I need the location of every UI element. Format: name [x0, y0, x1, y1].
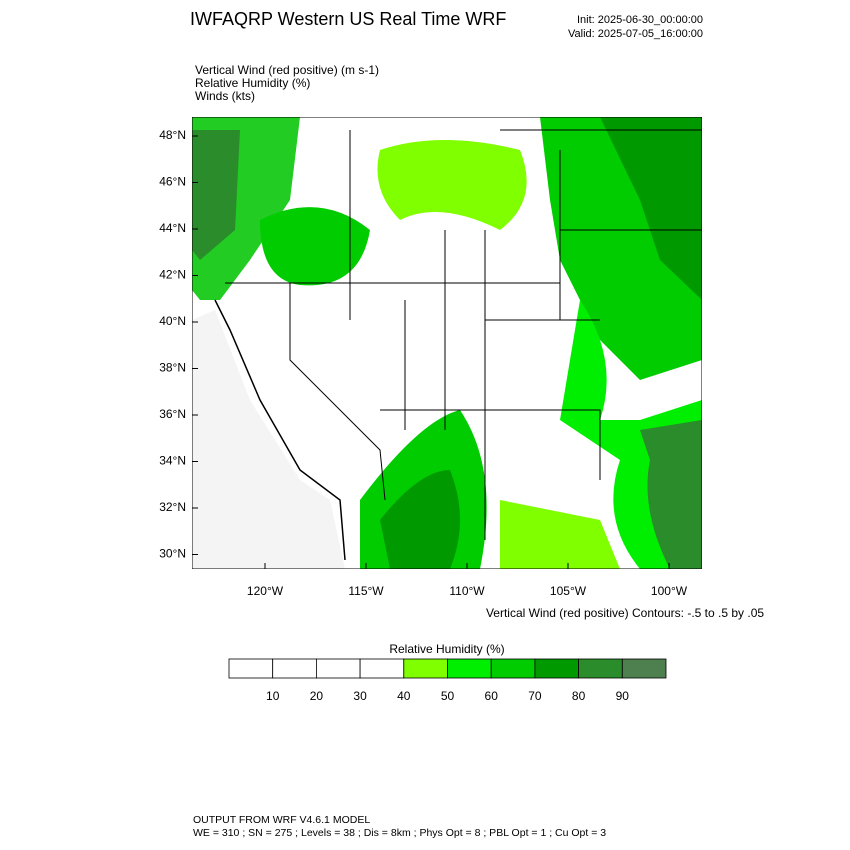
field-label: Relative Humidity (%)	[195, 76, 310, 90]
field-label: Vertical Wind (red positive) (m s-1)	[195, 63, 379, 77]
footer-line: OUTPUT FROM WRF V4.6.1 MODEL	[193, 814, 370, 826]
colorbar-box	[534, 658, 580, 679]
lat-label: 48°N	[159, 128, 186, 142]
lat-label: 30°N	[159, 547, 186, 561]
lat-label: 36°N	[159, 407, 186, 421]
lat-label: 32°N	[159, 500, 186, 514]
colorbar-box	[447, 658, 492, 679]
colorbar-label: 10	[266, 689, 280, 703]
colorbar-label: 90	[616, 689, 630, 703]
colorbar-box	[228, 658, 274, 679]
colorbar-box	[621, 658, 667, 679]
contour-note: Vertical Wind (red positive) Contours: -…	[486, 606, 764, 620]
lon-label: 120°W	[247, 584, 284, 598]
colorbar-label: 60	[485, 689, 499, 703]
lat-label: 34°N	[159, 454, 186, 468]
lat-label: 42°N	[159, 268, 186, 282]
colorbar-box	[315, 658, 361, 679]
lon-label: 110°W	[449, 584, 485, 598]
lat-label: 40°N	[159, 314, 186, 328]
lon-label: 115°W	[348, 584, 384, 598]
colorbar-title: Relative Humidity (%)	[389, 642, 504, 656]
colorbar-box	[359, 658, 405, 679]
valid-time: Valid: 2025-07-05_16:00:00	[568, 28, 703, 40]
map	[192, 117, 702, 569]
lat-label: 44°N	[159, 221, 186, 235]
colorbar-label: 50	[441, 689, 455, 703]
lon-label: 100°W	[651, 584, 688, 598]
colorbar-label: 80	[572, 689, 586, 703]
colorbar-label: 70	[528, 689, 542, 703]
lon-label: 105°W	[550, 584, 587, 598]
colorbar-box	[490, 658, 536, 679]
colorbar-box	[578, 658, 623, 679]
colorbar-label: 30	[353, 689, 367, 703]
init-time: Init: 2025-06-30_00:00:00	[577, 14, 703, 26]
colorbar-box	[272, 658, 317, 679]
colorbar-label: 20	[310, 689, 324, 703]
field-label: Winds (kts)	[195, 89, 255, 103]
footer-line: WE = 310 ; SN = 275 ; Levels = 38 ; Dis …	[193, 827, 606, 839]
lat-label: 46°N	[159, 175, 186, 189]
title: IWFAQRP Western US Real Time WRF	[190, 9, 506, 29]
colorbar-label: 40	[397, 689, 411, 703]
colorbar-box	[403, 658, 448, 679]
lat-label: 38°N	[159, 361, 186, 375]
